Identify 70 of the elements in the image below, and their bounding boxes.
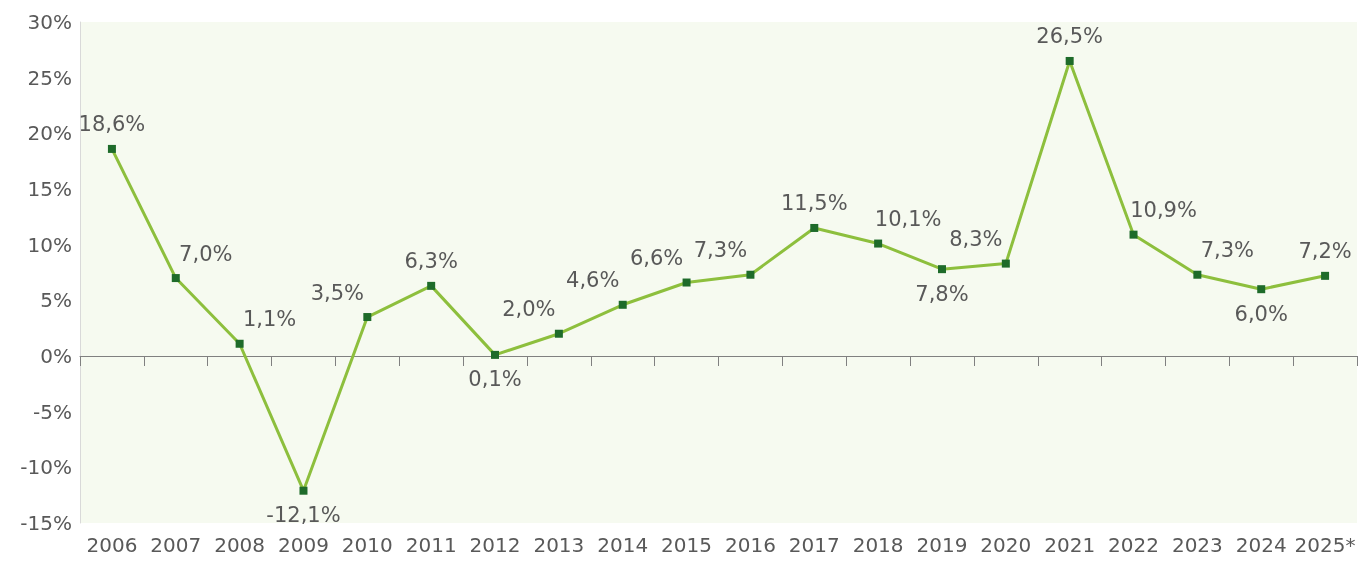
point bbox=[491, 350, 500, 359]
y-tick-label: -10% bbox=[20, 455, 72, 480]
data-label: 8,3% bbox=[949, 227, 1003, 252]
x-tick-label: 2011 bbox=[405, 533, 457, 557]
x-tick-label: 2021 bbox=[1044, 533, 1096, 557]
point bbox=[874, 239, 883, 248]
point bbox=[810, 223, 819, 232]
y-tick-label: -5% bbox=[33, 399, 72, 424]
y-tick-label: 10% bbox=[27, 232, 72, 257]
point bbox=[363, 313, 372, 322]
data-label: 7,2% bbox=[1298, 239, 1352, 264]
y-tick-label: 15% bbox=[27, 177, 72, 201]
x-tick-label: 2018 bbox=[852, 533, 904, 557]
x-tick-label: 2015 bbox=[661, 533, 713, 557]
y-tick-label: 20% bbox=[27, 121, 72, 146]
x-tick-label: 2013 bbox=[533, 533, 585, 557]
x-tick-label: 2010 bbox=[341, 533, 393, 557]
data-label: 6,6% bbox=[629, 246, 684, 271]
data-label: 1,1% bbox=[242, 307, 297, 332]
point bbox=[554, 329, 563, 338]
data-label: -12,1% bbox=[266, 503, 341, 528]
data-label: 26,5% bbox=[1036, 24, 1104, 49]
point bbox=[107, 144, 116, 153]
x-tick-label: 2025* bbox=[1294, 533, 1356, 557]
point bbox=[235, 339, 244, 348]
x-tick-label: 2023 bbox=[1171, 533, 1223, 557]
point bbox=[1001, 259, 1010, 268]
data-label: 18,6% bbox=[78, 112, 146, 137]
x-tick-label: 2019 bbox=[916, 533, 968, 557]
point bbox=[1129, 230, 1138, 239]
x-tick-label: 2022 bbox=[1108, 533, 1159, 557]
point bbox=[746, 270, 755, 279]
x-tick-label: 2008 bbox=[214, 533, 266, 557]
x-tick-label: 2009 bbox=[278, 533, 329, 557]
y-tick-label: -15% bbox=[20, 511, 72, 535]
data-label: 10,1% bbox=[874, 207, 942, 232]
point bbox=[171, 274, 180, 283]
data-label: 7,3% bbox=[1200, 238, 1255, 263]
y-tick-label: 0% bbox=[40, 344, 72, 368]
point bbox=[937, 265, 946, 274]
point bbox=[299, 486, 308, 495]
data-label: 0,1% bbox=[468, 367, 522, 392]
y-tick-label: 25% bbox=[27, 65, 72, 90]
data-label: 10,9% bbox=[1130, 198, 1197, 223]
x-tick-label: 2012 bbox=[469, 533, 521, 557]
x-tick-label: 2017 bbox=[788, 533, 840, 557]
point bbox=[682, 278, 691, 287]
x-tick-label: 2006 bbox=[86, 533, 138, 557]
data-label: 7,8% bbox=[915, 281, 969, 306]
data-label: 4,6% bbox=[566, 268, 620, 293]
point bbox=[618, 300, 627, 309]
x-tick-label: 2007 bbox=[150, 533, 202, 557]
data-label: 6,0% bbox=[1234, 301, 1288, 326]
data-label: 7,3% bbox=[693, 238, 748, 263]
data-label: 3,5% bbox=[310, 280, 364, 305]
data-label: 7,0% bbox=[179, 241, 233, 266]
point bbox=[1321, 271, 1330, 280]
x-tick-label: 2024 bbox=[1235, 533, 1287, 557]
y-tick-label: 5% bbox=[40, 288, 72, 313]
data-label: 2,0% bbox=[502, 297, 556, 322]
point bbox=[1065, 56, 1074, 65]
point bbox=[427, 281, 436, 290]
x-tick-label: 2014 bbox=[597, 533, 649, 557]
data-label: 11,5% bbox=[780, 191, 848, 216]
x-tick-label: 2016 bbox=[724, 533, 776, 557]
point bbox=[1257, 285, 1266, 294]
point bbox=[1193, 270, 1202, 279]
data-label: 6,3% bbox=[404, 249, 458, 274]
x-tick-label: 2020 bbox=[980, 533, 1032, 557]
y-tick-label: 30% bbox=[27, 10, 72, 34]
